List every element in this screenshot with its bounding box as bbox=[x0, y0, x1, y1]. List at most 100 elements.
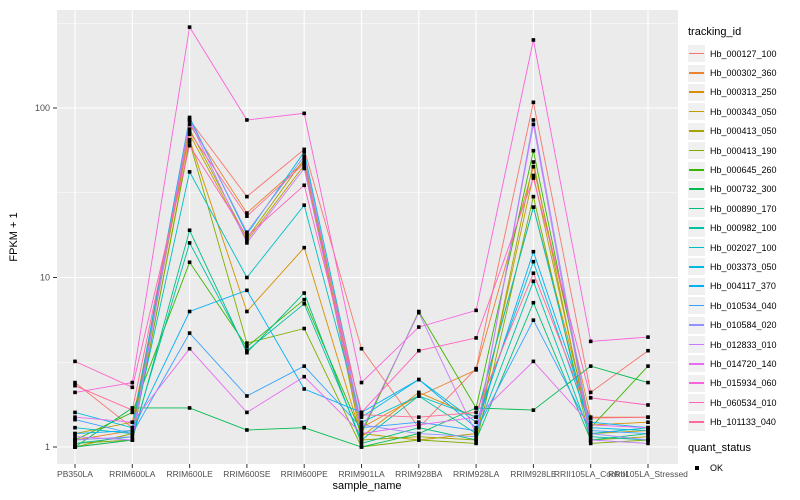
x-tick-label: RRIM600SE bbox=[223, 469, 271, 479]
legend-key-swatch bbox=[688, 161, 705, 179]
quant-status-key bbox=[688, 459, 705, 476]
data-point bbox=[474, 434, 478, 439]
data-point bbox=[187, 130, 192, 134]
data-point bbox=[531, 194, 536, 199]
data-point bbox=[187, 331, 192, 335]
legend-item: Hb_012833_010 bbox=[688, 335, 798, 354]
data-point bbox=[73, 390, 77, 395]
data-point bbox=[187, 137, 192, 142]
legend-item-label: Hb_000982_100 bbox=[710, 223, 777, 234]
data-point bbox=[474, 406, 478, 410]
x-tick-label: RRII105LA_Control bbox=[554, 469, 628, 479]
data-point bbox=[130, 420, 135, 425]
legend-key-swatch bbox=[688, 45, 705, 63]
data-point bbox=[302, 374, 306, 379]
x-tick-label: RRII105LA_Stressed bbox=[608, 469, 688, 479]
data-point bbox=[130, 425, 135, 430]
data-point bbox=[417, 423, 421, 427]
data-point bbox=[187, 346, 192, 351]
legend-key-swatch bbox=[688, 316, 705, 334]
legend-key-swatch bbox=[688, 83, 705, 101]
data-point bbox=[302, 183, 306, 188]
data-point bbox=[646, 434, 650, 439]
data-point bbox=[302, 161, 306, 166]
data-point bbox=[359, 380, 364, 385]
data-point bbox=[531, 249, 536, 254]
data-point bbox=[646, 415, 650, 419]
data-point bbox=[474, 425, 478, 430]
data-point bbox=[73, 383, 77, 388]
y-tick-label: 10 bbox=[40, 273, 50, 283]
data-point bbox=[646, 431, 650, 436]
legend-item: Hb_000313_250 bbox=[688, 83, 798, 102]
data-point bbox=[245, 275, 249, 280]
legend-item-label: Hb_015934_060 bbox=[710, 378, 777, 389]
data-point bbox=[245, 211, 249, 215]
data-point bbox=[130, 431, 135, 436]
data-point bbox=[302, 147, 306, 152]
legend-key-swatch bbox=[688, 142, 705, 160]
data-point bbox=[417, 394, 421, 398]
legend-item-label: Hb_000343_050 bbox=[710, 106, 777, 117]
data-point bbox=[417, 310, 421, 315]
black-square-point-icon bbox=[694, 465, 699, 470]
data-point bbox=[302, 154, 306, 158]
data-point bbox=[302, 150, 306, 154]
data-point bbox=[531, 408, 536, 412]
legend-item-label: Hb_101133_040 bbox=[710, 417, 776, 428]
legend-line-icon bbox=[689, 421, 704, 423]
data-point bbox=[73, 445, 77, 449]
data-point bbox=[646, 335, 650, 339]
quant-status-items: OK bbox=[688, 458, 798, 477]
legend-item: Hb_003373_050 bbox=[688, 257, 798, 276]
data-point bbox=[73, 417, 77, 422]
legend-line-icon bbox=[689, 169, 704, 171]
legend-line-icon bbox=[689, 343, 704, 346]
data-point bbox=[302, 157, 306, 161]
data-point bbox=[187, 143, 192, 148]
data-point bbox=[417, 377, 421, 382]
data-point bbox=[73, 431, 77, 436]
legend-key-swatch bbox=[688, 336, 705, 354]
legend-item-label: Hb_012833_010 bbox=[710, 339, 777, 350]
legend-item: Hb_000302_360 bbox=[688, 63, 798, 82]
legend-item: Hb_014720_140 bbox=[688, 354, 798, 373]
legend-key-swatch bbox=[688, 219, 705, 237]
x-tick-label: RRIM600LE bbox=[166, 469, 213, 479]
data-point bbox=[474, 308, 478, 313]
legend-line-icon bbox=[689, 52, 704, 55]
data-point bbox=[187, 406, 192, 410]
data-point bbox=[245, 288, 249, 293]
x-tick-label: RRIM600LA bbox=[109, 469, 156, 479]
data-point bbox=[417, 434, 421, 439]
data-point bbox=[646, 420, 650, 425]
quant-status-label: OK bbox=[710, 462, 724, 473]
legend-item-label: Hb_000732_300 bbox=[710, 184, 777, 195]
data-point bbox=[359, 431, 364, 436]
data-point bbox=[187, 119, 192, 123]
legend-title-quant-status: quant_status bbox=[688, 441, 751, 454]
data-point bbox=[245, 241, 249, 245]
data-point bbox=[359, 425, 364, 430]
legend-key-swatch bbox=[688, 355, 705, 373]
data-point bbox=[245, 348, 249, 353]
data-point bbox=[417, 348, 421, 353]
data-point bbox=[531, 148, 536, 153]
legend-item-label: Hb_014720_140 bbox=[710, 358, 777, 369]
data-point bbox=[531, 122, 536, 127]
data-point bbox=[245, 238, 249, 243]
data-point bbox=[417, 325, 421, 329]
data-point bbox=[588, 364, 593, 368]
data-point bbox=[474, 336, 478, 340]
legend-line-icon bbox=[689, 246, 704, 249]
legend-item: Hb_000732_300 bbox=[688, 180, 798, 199]
x-axis-title: sample_name bbox=[332, 480, 402, 492]
data-point bbox=[531, 300, 536, 305]
data-point bbox=[302, 425, 306, 430]
legend-item-label: Hb_010534_040 bbox=[710, 300, 777, 311]
legend-item: Hb_000127_100 bbox=[688, 44, 798, 63]
data-point bbox=[474, 441, 478, 446]
legend-item-label: Hb_010584_020 bbox=[710, 320, 777, 331]
data-point bbox=[73, 359, 77, 364]
data-point bbox=[531, 164, 536, 169]
